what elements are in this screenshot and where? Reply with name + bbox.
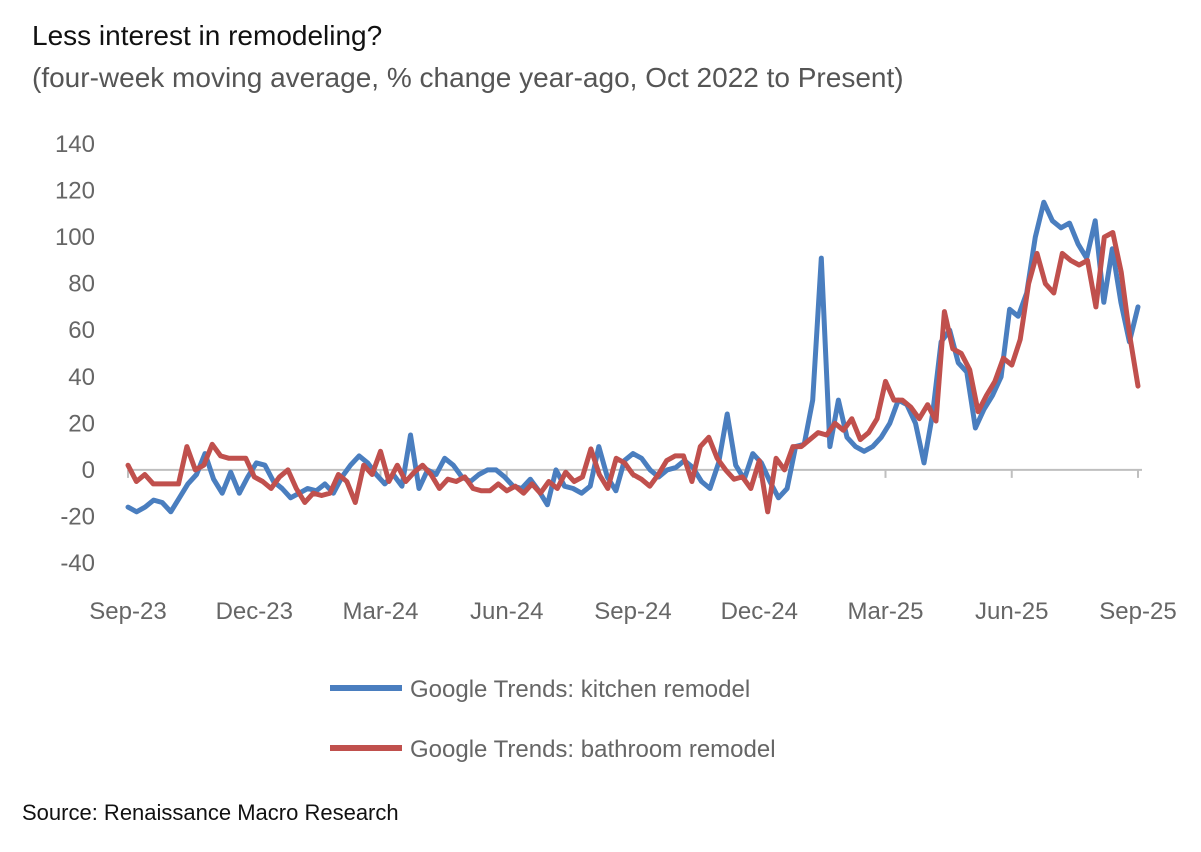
y-tick-label: 80 xyxy=(68,271,95,298)
x-tick-label: Mar-25 xyxy=(847,598,923,625)
y-tick-label: 40 xyxy=(68,364,95,391)
y-tick-label: 0 xyxy=(82,457,95,484)
x-tick-label: Sep-24 xyxy=(594,598,671,625)
chart-title: Less interest in remodeling? xyxy=(32,20,383,51)
x-tick-label: Jun-25 xyxy=(975,598,1048,625)
legend-label-kitchen: Google Trends: kitchen remodel xyxy=(410,676,750,703)
line-chart: -40 -20 0 20 40 60 80 100 120 140 Sep-23 Dec-23 Mar-… xyxy=(55,131,1177,763)
x-tick-label: Mar-24 xyxy=(342,598,418,625)
x-tick-label: Sep-25 xyxy=(1099,598,1176,625)
x-tick-label: Sep-23 xyxy=(89,598,166,625)
x-tick-label: Dec-23 xyxy=(216,598,293,625)
source-note: Source: Renaissance Macro Research xyxy=(22,800,399,825)
y-tick-label: -40 xyxy=(60,550,95,577)
y-tick-label: 140 xyxy=(55,131,95,158)
chart-subtitle: (four-week moving average, % change year… xyxy=(32,62,904,93)
y-tick-label: 120 xyxy=(55,178,95,205)
series-line-kitchen xyxy=(125,199,1141,515)
y-tick-label: -20 xyxy=(60,503,95,530)
y-tick-label: 60 xyxy=(68,317,95,344)
x-tick-label: Dec-24 xyxy=(721,598,798,625)
series-line-bathroom xyxy=(125,230,1141,515)
y-tick-label: 100 xyxy=(55,224,95,251)
legend-label-bathroom: Google Trends: bathroom remodel xyxy=(410,736,776,763)
x-tick-label: Jun-24 xyxy=(470,598,543,625)
y-tick-label: 20 xyxy=(68,410,95,437)
